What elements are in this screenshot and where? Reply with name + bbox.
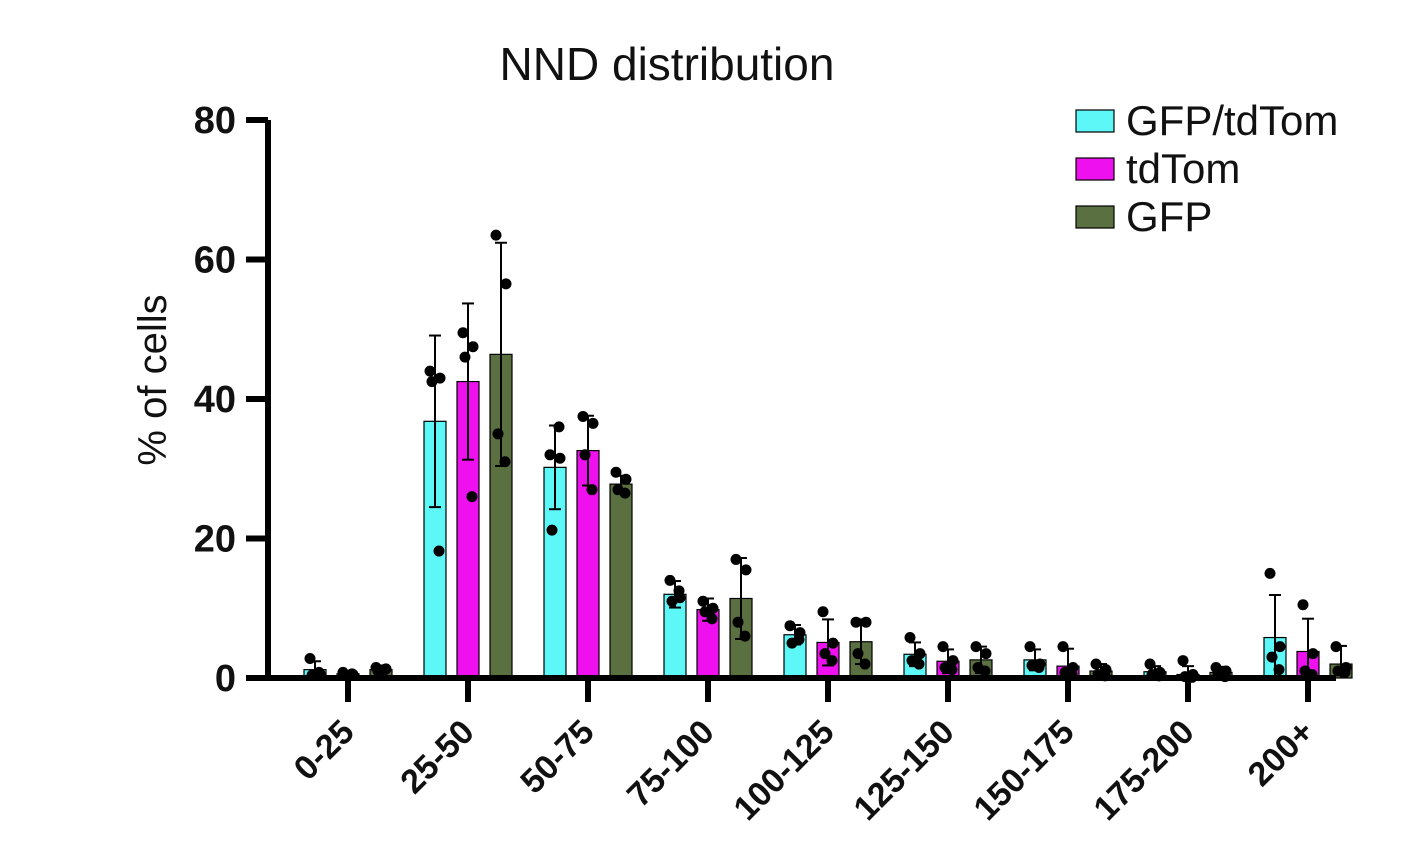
data-point: [1273, 664, 1285, 676]
data-point: [1057, 641, 1069, 653]
data-point: [554, 452, 566, 464]
legend-label: GFP: [1126, 193, 1212, 240]
data-point: [426, 376, 438, 388]
data-point: [586, 484, 598, 496]
x-tick-label: 25-50: [393, 713, 481, 801]
data-point: [579, 449, 591, 461]
data-point: [970, 641, 982, 653]
data-point: [980, 648, 992, 660]
data-point: [610, 466, 622, 478]
data-point: [817, 606, 829, 618]
x-tick-label: 75-100: [620, 713, 722, 815]
x-tick-label: 150-175: [967, 713, 1082, 828]
data-point: [740, 564, 752, 576]
data-point: [457, 327, 469, 339]
data-point: [859, 658, 871, 670]
data-point: [467, 341, 479, 353]
data-point: [577, 410, 589, 422]
data-point: [619, 487, 631, 499]
data-point: [1330, 641, 1342, 653]
data-point: [1090, 658, 1102, 670]
data-point: [697, 595, 709, 607]
data-point: [466, 491, 478, 503]
data-point: [492, 428, 504, 440]
data-point: [860, 616, 872, 628]
data-point: [1177, 655, 1189, 667]
data-point: [424, 365, 436, 377]
data-point: [1264, 567, 1276, 579]
x-tick-label: 0-25: [287, 713, 362, 788]
y-tick-label: 20: [194, 519, 236, 561]
data-point: [827, 637, 839, 649]
x-tick-label: 50-75: [513, 713, 601, 801]
data-point: [673, 585, 685, 597]
chart-title: NND distribution: [500, 38, 835, 90]
data-point: [706, 613, 718, 625]
data-point: [850, 616, 862, 628]
data-point: [459, 351, 471, 363]
data-point: [784, 620, 796, 632]
x-tick-label: 175-200: [1087, 713, 1202, 828]
data-point: [947, 655, 959, 667]
y-tick-label: 40: [194, 379, 236, 421]
data-point: [666, 595, 678, 607]
data-point: [979, 665, 991, 677]
data-point: [544, 449, 556, 461]
y-tick-label: 80: [194, 100, 236, 142]
data-point: [553, 421, 565, 433]
data-point: [1339, 666, 1351, 678]
data-point: [793, 634, 805, 646]
data-point: [739, 630, 751, 642]
data-point: [1307, 648, 1319, 660]
x-tick-label: 200+: [1241, 713, 1322, 794]
data-point: [730, 553, 742, 565]
data-point: [546, 524, 558, 536]
data-point: [1266, 651, 1278, 663]
data-point: [1297, 599, 1309, 611]
bar: [609, 483, 633, 679]
legend-label: GFP/tdTom: [1126, 97, 1338, 144]
y-tick-label: 60: [194, 240, 236, 282]
data-point: [1033, 662, 1045, 674]
data-point: [587, 417, 599, 429]
legend-swatch: [1075, 109, 1115, 133]
data-point: [620, 473, 632, 485]
data-point: [946, 664, 958, 676]
data-point: [499, 456, 511, 468]
x-tick-label: 100-125: [727, 713, 842, 828]
data-point: [433, 545, 445, 557]
y-axis-label: % of cells: [131, 294, 175, 465]
legend-label: tdTom: [1126, 145, 1240, 192]
data-point: [826, 655, 838, 667]
data-point: [304, 652, 316, 664]
data-point: [732, 616, 744, 628]
data-point: [1024, 641, 1036, 653]
data-point: [1144, 658, 1156, 670]
x-tick-label: 125-150: [847, 713, 962, 828]
y-tick-label: 0: [215, 658, 236, 700]
data-point: [937, 641, 949, 653]
data-point: [852, 648, 864, 660]
data-point: [500, 278, 512, 290]
data-point: [1274, 641, 1286, 653]
plot-area: [303, 229, 1353, 683]
data-point: [664, 574, 676, 586]
data-point: [913, 658, 925, 670]
legend-swatch: [1075, 205, 1115, 229]
legend-swatch: [1075, 157, 1115, 181]
data-point: [914, 648, 926, 660]
data-point: [490, 229, 502, 241]
data-point: [904, 632, 916, 644]
data-point: [819, 648, 831, 660]
data-point: [699, 606, 711, 618]
data-point: [379, 664, 391, 676]
